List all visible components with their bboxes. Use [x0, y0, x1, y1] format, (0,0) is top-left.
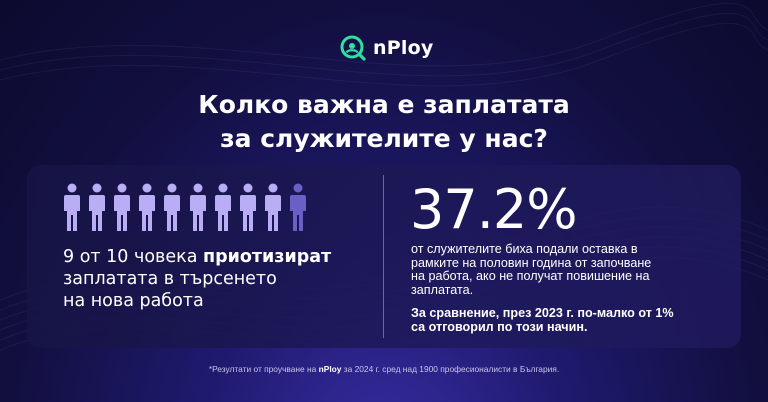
left-stat-line-3: на нова работа [63, 291, 204, 311]
footnote-suffix: за 2024 г. сред над 1900 професионалисти… [341, 364, 560, 374]
page-title: Колко важна е заплатата за служителите у… [0, 88, 768, 156]
people-icon-row [64, 183, 306, 231]
brand-logo: nPloy [340, 33, 433, 63]
stat-description-line-3: на работа, ако не получат повишение на [411, 269, 650, 283]
stat-comparison-line-1: За сравнение, през 2023 г. по-малко от 1… [411, 306, 674, 320]
person-icon [214, 183, 231, 231]
person-icon [289, 183, 306, 231]
footnote-prefix: *Резултати от проучване на [208, 364, 319, 374]
footnote-brand: nPloy [318, 364, 342, 374]
stat-comparison-line-2: са отговорил по този начин. [411, 319, 588, 334]
brand-name: nPloy [373, 37, 434, 59]
person-icon [239, 183, 256, 231]
left-stat-text: 9 от 10 човека приотизират заплатата в т… [63, 246, 363, 312]
stat-description-line-4: заплатата. [411, 282, 474, 297]
person-icon [189, 183, 206, 231]
footnote: *Резултати от проучване на nPloy за 2024… [0, 364, 768, 374]
person-icon [139, 183, 156, 231]
left-stat-bold: приотизират [202, 247, 332, 267]
left-stat-regular: 9 от 10 човека [63, 247, 203, 267]
card-divider [383, 175, 384, 338]
person-icon [164, 183, 181, 231]
stat-description-line-1: от служителите биха подали оставка в [411, 242, 638, 256]
stat-comparison: За сравнение, през 2023 г. по-малко от 1… [411, 306, 721, 334]
person-icon [89, 183, 106, 231]
person-icon [264, 183, 281, 231]
page-title-line-1: Колко важна е заплатата [198, 90, 570, 119]
stat-description-line-2: рамките на половин година от започване [411, 255, 652, 270]
stat-description: от служителите биха подали оставка в рам… [411, 242, 721, 297]
person-icon [64, 183, 80, 231]
person-icon [114, 183, 131, 231]
page-title-line-2: за служителите у нас? [220, 124, 548, 153]
left-stat-line-2: заплатата в търсенето [63, 269, 277, 289]
search-magnifier-icon [340, 35, 366, 61]
stat-percent: 37.2% [410, 178, 578, 241]
